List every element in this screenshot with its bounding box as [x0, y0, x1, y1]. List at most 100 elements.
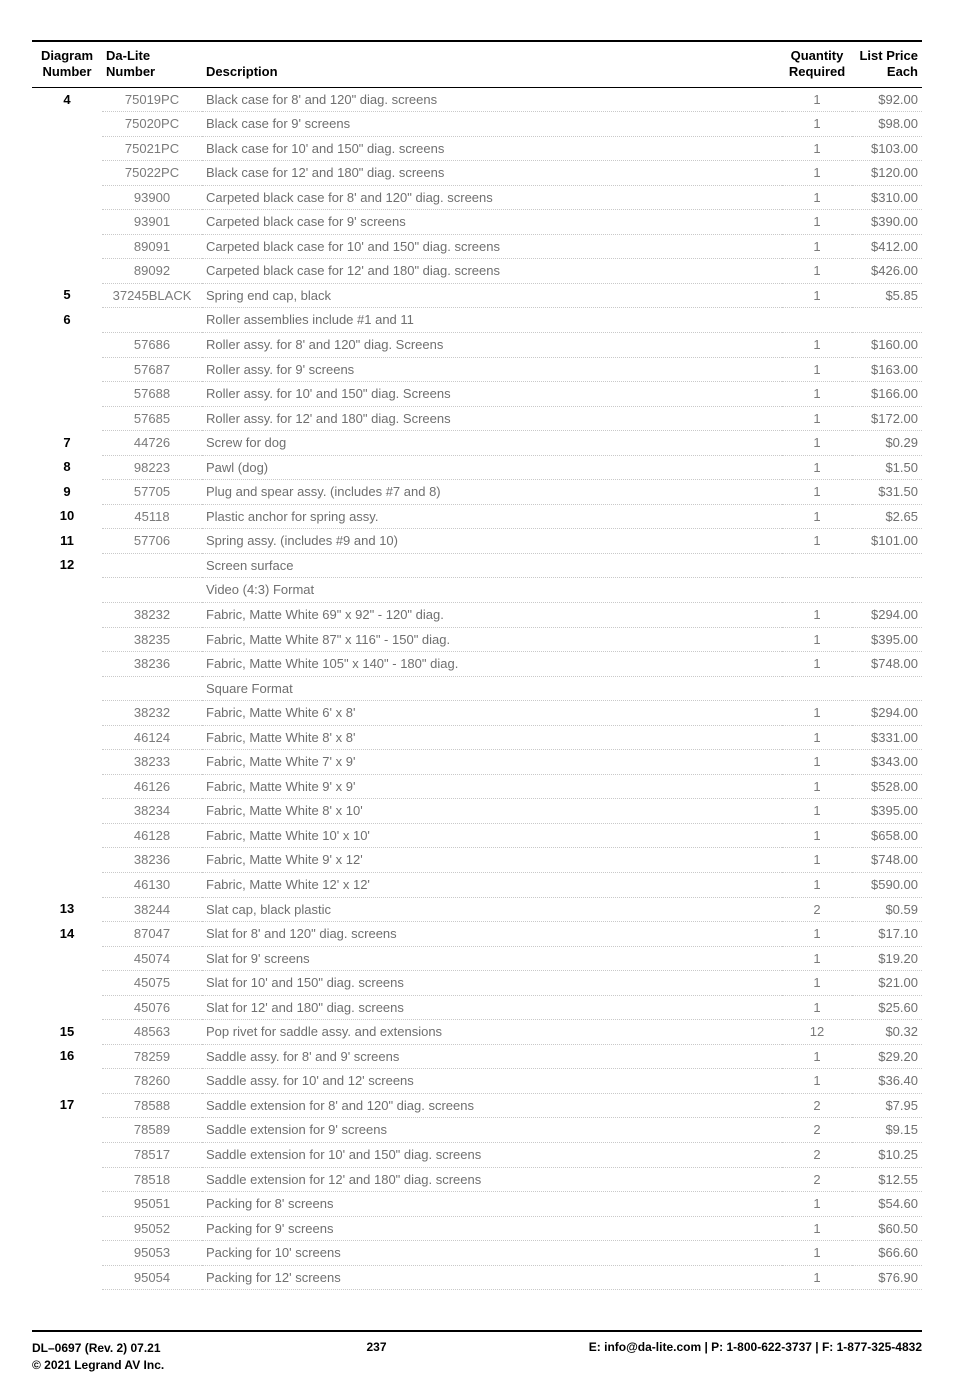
cell-diagram-number — [32, 995, 102, 1020]
cell-diagram-number: 10 — [32, 504, 102, 529]
cell-part-number: 38232 — [102, 701, 202, 726]
cell-quantity: 1 — [782, 701, 852, 726]
cell-quantity: 1 — [782, 725, 852, 750]
table-row: 38234Fabric, Matte White 8' x 10'1$395.0… — [32, 799, 922, 824]
cell-quantity: 1 — [782, 1216, 852, 1241]
table-row: 46128Fabric, Matte White 10' x 10'1$658.… — [32, 823, 922, 848]
cell-diagram-number — [32, 799, 102, 824]
cell-diagram-number — [32, 823, 102, 848]
cell-diagram-number — [32, 382, 102, 407]
cell-quantity: 1 — [782, 602, 852, 627]
cell-price: $60.50 — [852, 1216, 922, 1241]
cell-part-number: 75021PC — [102, 136, 202, 161]
cell-description: Slat cap, black plastic — [202, 897, 782, 922]
table-row: 89091Carpeted black case for 10' and 150… — [32, 234, 922, 259]
cell-diagram-number — [32, 971, 102, 996]
table-row: 78517Saddle extension for 10' and 150" d… — [32, 1143, 922, 1168]
cell-description: Slat for 9' screens — [202, 946, 782, 971]
cell-part-number: 57686 — [102, 332, 202, 357]
footer-page-number: 237 — [366, 1340, 386, 1354]
cell-diagram-number — [32, 259, 102, 284]
table-row: 78589Saddle extension for 9' screens2$9.… — [32, 1118, 922, 1143]
cell-description: Fabric, Matte White 6' x 8' — [202, 701, 782, 726]
cell-part-number: 45075 — [102, 971, 202, 996]
cell-quantity: 1 — [782, 382, 852, 407]
cell-part-number: 44726 — [102, 431, 202, 456]
cell-price: $390.00 — [852, 210, 922, 235]
cell-diagram-number — [32, 1069, 102, 1094]
cell-part-number — [102, 578, 202, 603]
cell-part-number: 95053 — [102, 1241, 202, 1266]
table-row: 46126Fabric, Matte White 9' x 9'1$528.00 — [32, 774, 922, 799]
cell-diagram-number — [32, 406, 102, 431]
cell-quantity: 1 — [782, 406, 852, 431]
header-dalite-number: Da-LiteNumber — [102, 41, 202, 87]
cell-description: Black case for 8' and 120" diag. screens — [202, 87, 782, 112]
cell-quantity: 1 — [782, 185, 852, 210]
table-row: 95051Packing for 8' screens1$54.60 — [32, 1192, 922, 1217]
cell-quantity — [782, 676, 852, 701]
cell-diagram-number: 4 — [32, 87, 102, 112]
cell-price: $0.59 — [852, 897, 922, 922]
cell-description: Roller assy. for 12' and 180" diag. Scre… — [202, 406, 782, 431]
cell-price: $0.32 — [852, 1020, 922, 1045]
table-row: 38235Fabric, Matte White 87" x 116" - 15… — [32, 627, 922, 652]
cell-quantity: 1 — [782, 823, 852, 848]
cell-part-number: 57687 — [102, 357, 202, 382]
cell-description: Roller assy. for 9' screens — [202, 357, 782, 382]
table-row: 75021PCBlack case for 10' and 150" diag.… — [32, 136, 922, 161]
cell-diagram-number — [32, 725, 102, 750]
cell-part-number: 57688 — [102, 382, 202, 407]
footer-left: DL–0697 (Rev. 2) 07.21 © 2021 Legrand AV… — [32, 1340, 164, 1374]
parts-table: DiagramNumber Da-LiteNumber Description … — [32, 40, 922, 1290]
cell-part-number: 78588 — [102, 1093, 202, 1118]
cell-diagram-number: 11 — [32, 529, 102, 554]
cell-quantity: 1 — [782, 504, 852, 529]
cell-description: Packing for 8' screens — [202, 1192, 782, 1217]
table-row: 744726Screw for dog1$0.29 — [32, 431, 922, 456]
cell-price: $21.00 — [852, 971, 922, 996]
cell-diagram-number — [32, 161, 102, 186]
cell-diagram-number — [32, 1241, 102, 1266]
cell-price: $395.00 — [852, 799, 922, 824]
cell-price: $166.00 — [852, 382, 922, 407]
cell-description: Fabric, Matte White 87" x 116" - 150" di… — [202, 627, 782, 652]
header-description: Description — [202, 41, 782, 87]
cell-part-number: 46126 — [102, 774, 202, 799]
cell-price: $160.00 — [852, 332, 922, 357]
cell-quantity — [782, 308, 852, 333]
cell-quantity — [782, 553, 852, 578]
cell-price: $1.50 — [852, 455, 922, 480]
cell-description: Fabric, Matte White 8' x 10' — [202, 799, 782, 824]
cell-quantity: 1 — [782, 1069, 852, 1094]
cell-part-number: 46128 — [102, 823, 202, 848]
cell-price: $412.00 — [852, 234, 922, 259]
cell-price: $426.00 — [852, 259, 922, 284]
cell-quantity: 1 — [782, 455, 852, 480]
cell-description: Saddle assy. for 8' and 9' screens — [202, 1044, 782, 1069]
table-row: 38236Fabric, Matte White 9' x 12'1$748.0… — [32, 848, 922, 873]
table-row: 45074Slat for 9' screens1$19.20 — [32, 946, 922, 971]
cell-price: $395.00 — [852, 627, 922, 652]
cell-price — [852, 676, 922, 701]
cell-description: Saddle assy. for 10' and 12' screens — [202, 1069, 782, 1094]
cell-quantity: 1 — [782, 922, 852, 947]
cell-description: Slat for 10' and 150" diag. screens — [202, 971, 782, 996]
cell-price: $658.00 — [852, 823, 922, 848]
cell-price: $5.85 — [852, 283, 922, 308]
header-list-price: List PriceEach — [852, 41, 922, 87]
cell-part-number: 93900 — [102, 185, 202, 210]
cell-description: Fabric, Matte White 8' x 8' — [202, 725, 782, 750]
cell-description: Roller assy. for 8' and 120" diag. Scree… — [202, 332, 782, 357]
cell-description: Packing for 9' screens — [202, 1216, 782, 1241]
table-row: 45076Slat for 12' and 180" diag. screens… — [32, 995, 922, 1020]
footer-copyright: © 2021 Legrand AV Inc. — [32, 1357, 164, 1374]
cell-part-number — [102, 308, 202, 333]
cell-part-number: 78260 — [102, 1069, 202, 1094]
table-row: 537245BLACKSpring end cap, black1$5.85 — [32, 283, 922, 308]
table-row: 46130Fabric, Matte White 12' x 12'1$590.… — [32, 873, 922, 898]
cell-diagram-number — [32, 701, 102, 726]
table-row: 57688Roller assy. for 10' and 150" diag.… — [32, 382, 922, 407]
cell-part-number: 38235 — [102, 627, 202, 652]
table-row: 1778588Saddle extension for 8' and 120" … — [32, 1093, 922, 1118]
